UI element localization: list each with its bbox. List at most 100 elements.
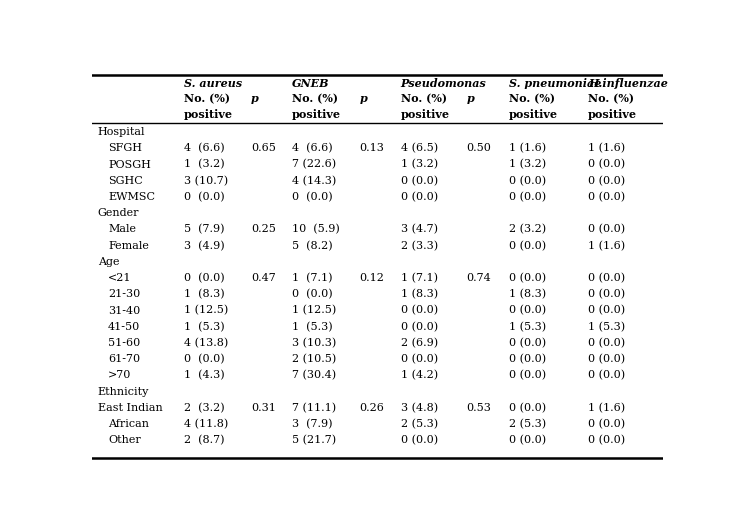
- Text: 0 (0.0): 0 (0.0): [588, 354, 625, 364]
- Text: 0.13: 0.13: [360, 143, 384, 153]
- Text: 0 (0.0): 0 (0.0): [509, 305, 546, 316]
- Text: 1 (3.2): 1 (3.2): [509, 159, 546, 170]
- Text: 7 (30.4): 7 (30.4): [292, 370, 336, 380]
- Text: 0 (0.0): 0 (0.0): [588, 176, 625, 186]
- Text: 2 (3.2): 2 (3.2): [509, 224, 546, 234]
- Text: >70: >70: [108, 370, 131, 380]
- Text: SFGH: SFGH: [108, 143, 142, 153]
- Text: Age: Age: [98, 257, 119, 267]
- Text: 0 (0.0): 0 (0.0): [509, 338, 546, 348]
- Text: 7 (11.1): 7 (11.1): [292, 403, 336, 413]
- Text: East Indian: East Indian: [98, 403, 163, 413]
- Text: 3 (10.7): 3 (10.7): [184, 176, 228, 186]
- Text: 0.31: 0.31: [251, 403, 276, 413]
- Text: 2 (3.3): 2 (3.3): [401, 241, 438, 251]
- Text: 1 (5.3): 1 (5.3): [588, 321, 625, 332]
- Text: 1  (5.3): 1 (5.3): [292, 321, 332, 332]
- Text: 2 (6.9): 2 (6.9): [401, 338, 438, 348]
- Text: H.influenzae: H.influenzae: [588, 78, 668, 89]
- Text: 0 (0.0): 0 (0.0): [588, 289, 625, 300]
- Text: 0.47: 0.47: [251, 273, 276, 283]
- Text: 2  (3.2): 2 (3.2): [184, 403, 224, 413]
- Text: S. aureus: S. aureus: [184, 78, 242, 89]
- Text: 5 (21.7): 5 (21.7): [292, 435, 336, 445]
- Text: 1  (7.1): 1 (7.1): [292, 273, 332, 283]
- Text: positive: positive: [588, 109, 637, 120]
- Text: 0.26: 0.26: [360, 403, 384, 413]
- Text: 0  (0.0): 0 (0.0): [292, 192, 332, 202]
- Text: 0.25: 0.25: [251, 225, 276, 234]
- Text: positive: positive: [509, 109, 558, 120]
- Text: 0  (0.0): 0 (0.0): [184, 273, 224, 283]
- Text: 61-70: 61-70: [108, 354, 140, 364]
- Text: 0 (0.0): 0 (0.0): [509, 370, 546, 380]
- Text: 1 (1.6): 1 (1.6): [588, 403, 625, 413]
- Text: No. (%): No. (%): [588, 93, 634, 104]
- Text: 4 (11.8): 4 (11.8): [184, 419, 228, 429]
- Text: 0 (0.0): 0 (0.0): [401, 354, 438, 364]
- Text: 4 (6.5): 4 (6.5): [401, 143, 438, 154]
- Text: 1  (4.3): 1 (4.3): [184, 370, 224, 380]
- Text: 41-50: 41-50: [108, 322, 140, 332]
- Text: 0 (0.0): 0 (0.0): [588, 370, 625, 380]
- Text: GNEB: GNEB: [292, 78, 329, 89]
- Text: 0 (0.0): 0 (0.0): [509, 403, 546, 413]
- Text: 4 (14.3): 4 (14.3): [292, 176, 336, 186]
- Text: 1 (1.6): 1 (1.6): [588, 143, 625, 154]
- Text: 0 (0.0): 0 (0.0): [588, 273, 625, 283]
- Text: 3 (4.7): 3 (4.7): [401, 224, 438, 234]
- Text: 0.50: 0.50: [467, 143, 491, 153]
- Text: 0 (0.0): 0 (0.0): [509, 176, 546, 186]
- Text: 51-60: 51-60: [108, 338, 140, 348]
- Text: SGHC: SGHC: [108, 176, 143, 186]
- Text: S. pneumoniae: S. pneumoniae: [509, 78, 601, 89]
- Text: 0 (0.0): 0 (0.0): [509, 435, 546, 445]
- Text: No. (%): No. (%): [292, 93, 338, 104]
- Text: 1 (7.1): 1 (7.1): [401, 273, 438, 283]
- Text: Hospital: Hospital: [98, 127, 145, 137]
- Text: 1 (8.3): 1 (8.3): [401, 289, 438, 300]
- Text: 0 (0.0): 0 (0.0): [401, 192, 438, 202]
- Text: Pseudomonas: Pseudomonas: [401, 78, 486, 89]
- Text: African: African: [108, 419, 149, 429]
- Text: 1 (1.6): 1 (1.6): [509, 143, 546, 154]
- Text: EWMSC: EWMSC: [108, 192, 155, 202]
- Text: 2  (8.7): 2 (8.7): [184, 435, 224, 445]
- Text: 1 (4.2): 1 (4.2): [401, 370, 438, 380]
- Text: 4  (6.6): 4 (6.6): [184, 143, 224, 154]
- Text: 3  (7.9): 3 (7.9): [292, 419, 332, 429]
- Text: Gender: Gender: [98, 208, 139, 218]
- Text: 0  (0.0): 0 (0.0): [292, 289, 332, 300]
- Text: 0 (0.0): 0 (0.0): [588, 419, 625, 429]
- Text: 0 (0.0): 0 (0.0): [401, 305, 438, 316]
- Text: Ethnicity: Ethnicity: [98, 387, 149, 396]
- Text: positive: positive: [292, 109, 341, 120]
- Text: 2 (10.5): 2 (10.5): [292, 354, 336, 364]
- Text: 1 (8.3): 1 (8.3): [509, 289, 546, 300]
- Text: Female: Female: [108, 241, 149, 251]
- Text: p: p: [467, 93, 474, 104]
- Text: Other: Other: [108, 435, 141, 445]
- Text: 0  (0.0): 0 (0.0): [184, 354, 224, 364]
- Text: 3  (4.9): 3 (4.9): [184, 241, 224, 251]
- Text: 5  (7.9): 5 (7.9): [184, 224, 224, 234]
- Text: 2 (5.3): 2 (5.3): [401, 419, 438, 429]
- Text: 1  (3.2): 1 (3.2): [184, 159, 224, 170]
- Text: 4 (13.8): 4 (13.8): [184, 338, 228, 348]
- Text: 0 (0.0): 0 (0.0): [588, 159, 625, 170]
- Text: p: p: [251, 93, 259, 104]
- Text: 1 (12.5): 1 (12.5): [292, 305, 336, 316]
- Text: 0  (0.0): 0 (0.0): [184, 192, 224, 202]
- Text: 21-30: 21-30: [108, 289, 140, 299]
- Text: Male: Male: [108, 225, 136, 234]
- Text: 7 (22.6): 7 (22.6): [292, 159, 336, 170]
- Text: 0 (0.0): 0 (0.0): [509, 354, 546, 364]
- Text: <21: <21: [108, 273, 132, 283]
- Text: 0 (0.0): 0 (0.0): [509, 273, 546, 283]
- Text: 10  (5.9): 10 (5.9): [292, 224, 340, 234]
- Text: 0.53: 0.53: [467, 403, 491, 413]
- Text: 0 (0.0): 0 (0.0): [588, 192, 625, 202]
- Text: 3 (4.8): 3 (4.8): [401, 403, 438, 413]
- Text: 0.12: 0.12: [360, 273, 384, 283]
- Text: 0 (0.0): 0 (0.0): [509, 241, 546, 251]
